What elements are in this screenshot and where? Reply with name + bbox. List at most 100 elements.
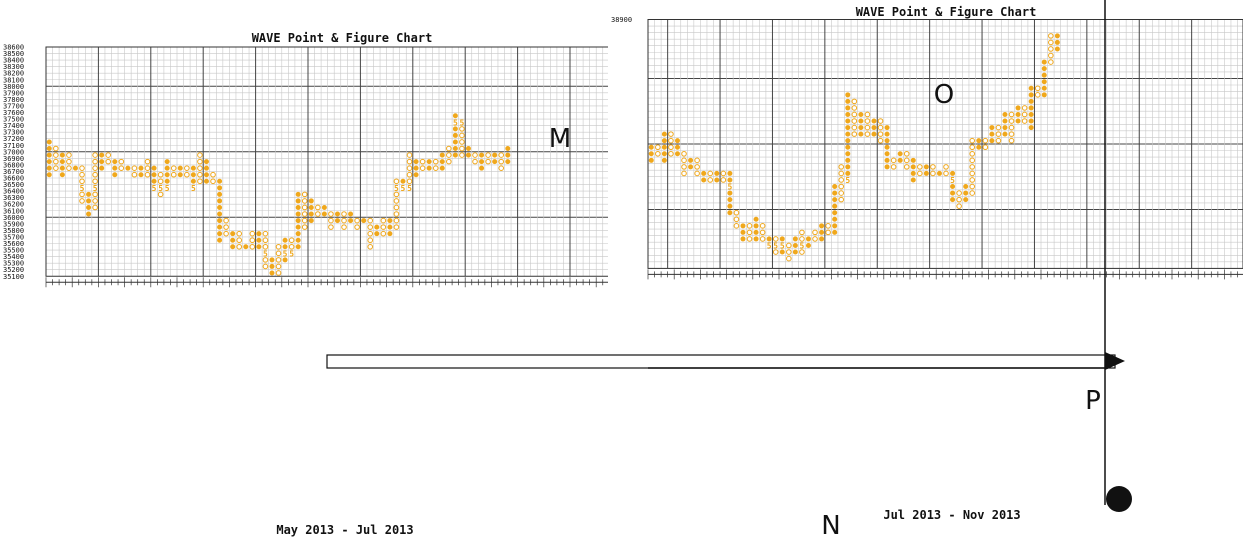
pnf-x-mark bbox=[832, 190, 838, 196]
pnf-x-mark bbox=[190, 172, 196, 178]
y-tick-label: 36600 bbox=[3, 175, 24, 183]
pnf-o-mark bbox=[275, 257, 282, 263]
pnf-o-mark bbox=[393, 217, 400, 224]
pnf-x-mark bbox=[203, 172, 209, 178]
pnf-o-mark bbox=[236, 230, 243, 237]
pnf-o-mark bbox=[380, 230, 387, 237]
pnf-x-mark bbox=[426, 165, 432, 171]
y-tick-label: 38100 bbox=[3, 76, 24, 84]
pnf-x-mark bbox=[714, 177, 720, 183]
pnf-o-mark bbox=[92, 171, 98, 178]
right-chart-title: WAVE Point & Figure Chart bbox=[856, 5, 1037, 19]
pnf-month-mark: 5 bbox=[283, 249, 288, 258]
pnf-o-mark bbox=[393, 224, 400, 230]
pnf-x-mark bbox=[871, 131, 877, 137]
pnf-o-mark bbox=[66, 165, 72, 171]
left-chart-title: WAVE Point & Figure Chart bbox=[252, 31, 433, 45]
pnf-o-mark bbox=[341, 211, 347, 217]
pnf-x-mark bbox=[295, 237, 301, 243]
pnf-x-mark bbox=[845, 111, 851, 117]
pnf-o-mark bbox=[746, 229, 753, 236]
pnf-o-mark bbox=[917, 170, 923, 177]
pnf-o-mark bbox=[354, 224, 360, 230]
y-tick-label: 36400 bbox=[3, 188, 24, 196]
pnf-o-mark bbox=[799, 236, 805, 242]
pnf-x-mark bbox=[46, 152, 52, 158]
pnf-o-mark bbox=[1021, 118, 1028, 124]
pnf-x-mark bbox=[884, 125, 890, 131]
pnf-o-mark bbox=[275, 250, 282, 257]
y-tick-label: 37800 bbox=[3, 96, 24, 104]
pnf-o-mark bbox=[1048, 59, 1054, 65]
right-chart-background bbox=[608, 0, 1243, 544]
pnf-x-mark bbox=[112, 159, 118, 165]
pnf-o-mark bbox=[956, 190, 962, 196]
pnf-o-mark bbox=[380, 217, 387, 224]
pnf-x-mark bbox=[230, 231, 236, 237]
pnf-x-mark bbox=[884, 138, 890, 144]
pnf-x-mark bbox=[387, 231, 393, 237]
pnf-x-mark bbox=[963, 190, 969, 196]
pnf-x-mark bbox=[897, 157, 903, 163]
pnf-o-mark bbox=[969, 150, 976, 157]
pnf-x-mark bbox=[46, 139, 52, 145]
pnf-o-mark bbox=[720, 177, 727, 183]
pnf-x-mark bbox=[1054, 46, 1060, 52]
pnf-o-mark bbox=[262, 263, 269, 270]
pnf-x-mark bbox=[936, 170, 942, 176]
pnf-o-mark bbox=[825, 229, 831, 236]
pnf-x-mark bbox=[308, 218, 314, 224]
pnf-o-mark bbox=[406, 165, 413, 171]
pnf-x-mark bbox=[295, 224, 301, 230]
pnf-o-mark bbox=[53, 165, 59, 171]
pnf-x-mark bbox=[334, 211, 340, 217]
pnf-x-mark bbox=[832, 229, 838, 235]
annotation-o: O bbox=[934, 80, 954, 110]
y-tick-label: 38200 bbox=[3, 70, 24, 78]
pnf-o-mark bbox=[772, 249, 779, 255]
pnf-x-mark bbox=[256, 237, 262, 243]
pnf-x-mark bbox=[989, 138, 995, 144]
pnf-x-mark bbox=[217, 231, 223, 237]
pnf-month-mark: 5 bbox=[93, 184, 98, 193]
pnf-x-mark bbox=[46, 159, 52, 165]
pnf-x-mark bbox=[86, 211, 92, 217]
pnf-o-mark bbox=[223, 230, 229, 237]
pnf-o-mark bbox=[144, 158, 151, 165]
pnf-x-mark bbox=[1002, 111, 1008, 117]
pnf-x-mark bbox=[661, 131, 667, 137]
y-tick-label: 36100 bbox=[3, 207, 24, 215]
pnf-o-mark bbox=[969, 164, 976, 170]
pnf-x-mark bbox=[203, 178, 209, 184]
pnf-x-mark bbox=[86, 198, 92, 204]
pnf-x-mark bbox=[46, 146, 52, 152]
pnf-o-mark bbox=[1008, 124, 1015, 131]
pnf-x-mark bbox=[845, 92, 851, 98]
pnf-x-mark bbox=[452, 113, 458, 119]
pnf-x-mark bbox=[910, 164, 916, 170]
pnf-o-mark bbox=[812, 236, 818, 242]
y-tick-label: 38600 bbox=[3, 44, 24, 52]
pnf-x-mark bbox=[190, 165, 196, 171]
pnf-x-mark bbox=[845, 144, 851, 150]
pnf-o-mark bbox=[197, 171, 203, 178]
pnf-x-mark bbox=[1041, 66, 1047, 72]
annotation-n: N bbox=[821, 511, 840, 541]
pnf-o-mark bbox=[746, 236, 753, 242]
pnf-x-mark bbox=[950, 184, 956, 190]
pnf-x-mark bbox=[59, 165, 65, 171]
pnf-month-mark: 5 bbox=[263, 249, 268, 258]
pnf-o-mark bbox=[79, 198, 85, 204]
pnf-x-mark bbox=[805, 236, 811, 242]
pnf-x-mark bbox=[858, 118, 864, 124]
pnf-o-mark bbox=[903, 164, 910, 170]
arrow-head-icon bbox=[1105, 352, 1125, 370]
pnf-o-mark bbox=[131, 171, 138, 178]
pnf-o-mark bbox=[446, 152, 452, 158]
pnf-x-mark bbox=[426, 159, 432, 165]
pnf-o-mark bbox=[301, 191, 308, 198]
pnf-x-mark bbox=[884, 131, 890, 137]
pnf-o-mark bbox=[746, 223, 753, 229]
pnf-o-mark bbox=[498, 158, 505, 165]
pnf-x-mark bbox=[832, 184, 838, 190]
